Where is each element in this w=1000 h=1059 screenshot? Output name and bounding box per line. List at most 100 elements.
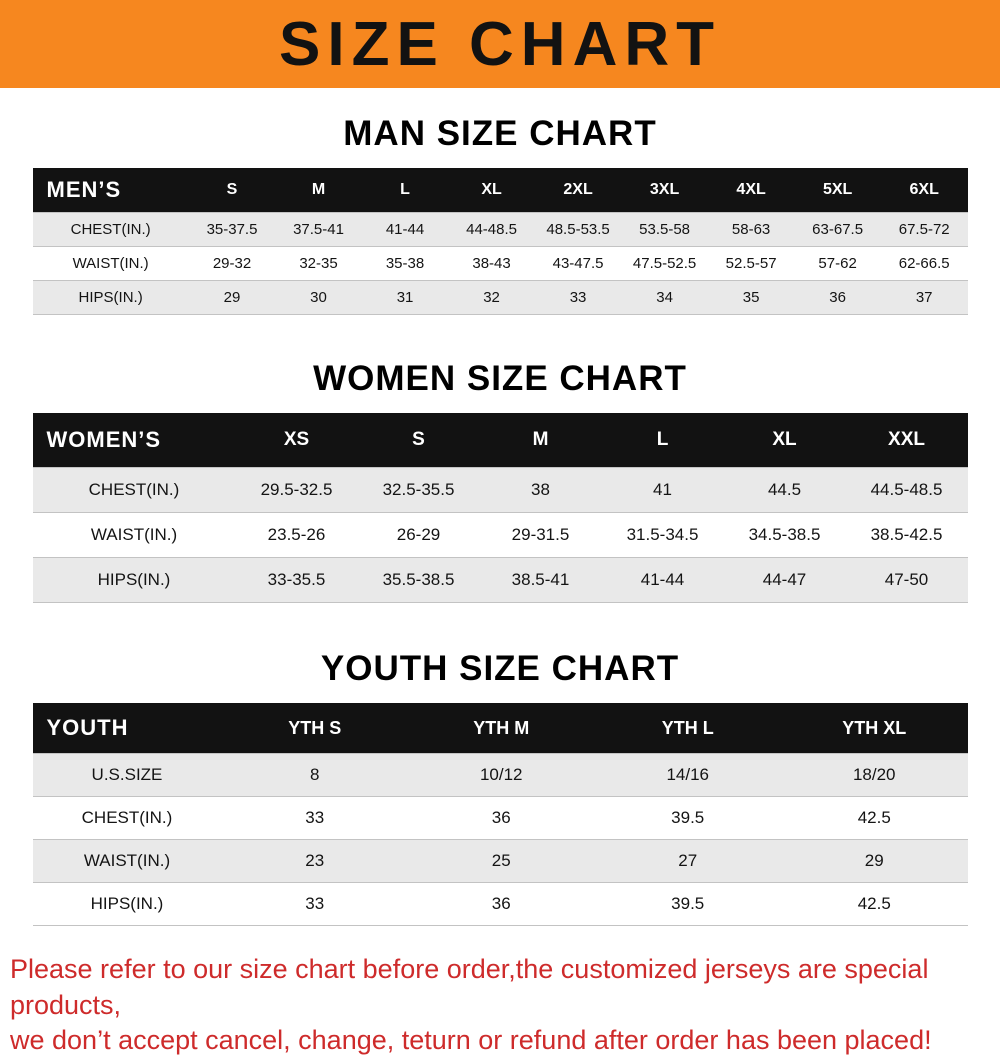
row-label-cell: WAIST(IN.) [32,512,236,558]
value-cell: 38.5-41 [479,557,602,603]
value-cell: 37 [880,280,968,315]
youth-size-table: YOUTH YTH S YTH M YTH L YTH XL U.S.SIZE 8 10/12… [32,703,968,926]
table-title-cell: YOUTH [46,715,129,740]
women-size-section: WOMEN SIZE CHART WOMEN’S XS S M L XL XXL CHEST(… [0,359,1000,603]
value-cell: 34 [621,280,708,315]
row-label-cell: HIPS(IN.) [32,882,222,926]
man-size-section: MAN SIZE CHART MEN’S S M L XL 2XL 3XL 4XL 5XL 6XL… [0,114,1000,315]
value-cell: 41 [601,467,724,513]
row-label-cell: WAIST(IN.) [32,246,189,281]
row-label-cell: WAIST(IN.) [32,839,222,883]
value-cell: 37.5-41 [275,212,362,247]
table-row: CHEST(IN.) 33 36 39.5 42.5 [32,796,968,840]
size-header-cell: 4XL [736,181,766,198]
disclaimer-note: Please refer to our size chart before or… [0,952,1000,1059]
value-cell: 44.5 [723,467,846,513]
value-cell: 44-48.5 [448,212,535,247]
value-cell: 33-35.5 [235,557,358,603]
size-header-cell: YTH S [288,717,342,738]
value-cell: 32 [448,280,535,315]
disclaimer-line-1: Please refer to our size chart before or… [10,954,929,1020]
value-cell: 32-35 [275,246,362,281]
value-cell: 67.5-72 [880,212,968,247]
table-row: WAIST(IN.) 23 25 27 29 [32,839,968,883]
value-cell: 33 [221,882,408,926]
value-cell: 36 [794,280,881,315]
value-cell: 36 [407,796,595,840]
value-cell: 30 [275,280,362,315]
banner: SIZE CHART [0,0,1000,88]
value-cell: 47.5-52.5 [621,246,708,281]
table-row: CHEST(IN.) 35-37.5 37.5-41 41-44 44-48.5 48.5… [32,212,968,247]
value-cell: 35-37.5 [188,212,276,247]
value-cell: 43-47.5 [534,246,622,281]
size-header-cell: L [656,429,669,450]
row-label-cell: HIPS(IN.) [32,280,189,315]
youth-size-section: YOUTH SIZE CHART YOUTH YTH S YTH M YTH L YTH… [0,649,1000,926]
row-label-cell: CHEST(IN.) [32,796,222,840]
disclaimer-line-2: we don’t accept cancel, change, teturn o… [10,1025,932,1056]
size-header-cell: YTH XL [842,717,907,738]
value-cell: 52.5-57 [707,246,795,281]
men-size-table: MEN’S S M L XL 2XL 3XL 4XL 5XL 6XL CHEST(IN.) 35-37… [32,168,968,315]
value-cell: 48.5-53.5 [534,212,622,247]
value-cell: 23 [221,839,408,883]
value-cell: 42.5 [780,796,968,840]
value-cell: 27 [594,839,781,883]
size-header-cell: YTH M [473,717,530,738]
value-cell: 38.5-42.5 [845,512,968,558]
value-cell: 39.5 [594,882,781,926]
table-title-cell: WOMEN’S [46,427,162,452]
table-title-cell: MEN’S [46,177,122,202]
value-cell: 44.5-48.5 [845,467,968,513]
value-cell: 41-44 [361,212,449,247]
size-header-cell: 6XL [909,181,939,198]
table-row: U.S.SIZE 8 10/12 14/16 18/20 [32,753,968,797]
value-cell: 58-63 [707,212,795,247]
size-header-cell: XXL [888,429,925,450]
value-cell: 29.5-32.5 [235,467,358,513]
table-header-row: MEN’S S M L XL 2XL 3XL 4XL 5XL 6XL [32,168,968,213]
value-cell: 8 [221,753,408,797]
women-size-table: WOMEN’S XS S M L XL XXL CHEST(IN.) 29.5-32.5 32.5… [32,413,968,603]
size-header-cell: S [226,181,238,198]
value-cell: 23.5-26 [235,512,358,558]
row-label-cell: CHEST(IN.) [32,212,189,247]
row-label-cell: U.S.SIZE [32,753,222,797]
value-cell: 35 [707,280,795,315]
value-cell: 33 [534,280,622,315]
size-header-cell: M [311,181,326,198]
value-cell: 63-67.5 [794,212,881,247]
value-cell: 35-38 [361,246,449,281]
value-cell: 32.5-35.5 [357,467,480,513]
value-cell: 33 [221,796,408,840]
value-cell: 29-32 [188,246,276,281]
value-cell: 57-62 [794,246,881,281]
row-label-cell: CHEST(IN.) [32,467,236,513]
size-header-cell: S [412,429,425,450]
value-cell: 14/16 [594,753,781,797]
size-header-cell: 3XL [649,181,680,198]
value-cell: 31.5-34.5 [601,512,724,558]
value-cell: 39.5 [594,796,781,840]
table-header-row: WOMEN’S XS S M L XL XXL [32,413,968,468]
value-cell: 29 [188,280,276,315]
value-cell: 38 [479,467,602,513]
value-cell: 10/12 [407,753,595,797]
size-header-cell: L [400,181,410,198]
man-section-heading: MAN SIZE CHART [343,114,657,153]
table-row: HIPS(IN.) 29 30 31 32 33 34 35 36 37 [32,280,968,315]
size-header-cell: YTH L [661,717,714,738]
value-cell: 47-50 [845,557,968,603]
table-row: HIPS(IN.) 33-35.5 35.5-38.5 38.5-41 41-44 44-… [32,557,968,603]
table-header-row: YOUTH YTH S YTH M YTH L YTH XL [32,703,968,754]
value-cell: 38-43 [448,246,535,281]
value-cell: 41-44 [601,557,724,603]
value-cell: 36 [407,882,595,926]
value-cell: 26-29 [357,512,480,558]
size-header-cell: XS [283,429,310,450]
size-header-cell: 5XL [822,181,853,198]
value-cell: 18/20 [780,753,968,797]
youth-section-heading: YOUTH SIZE CHART [320,649,680,688]
